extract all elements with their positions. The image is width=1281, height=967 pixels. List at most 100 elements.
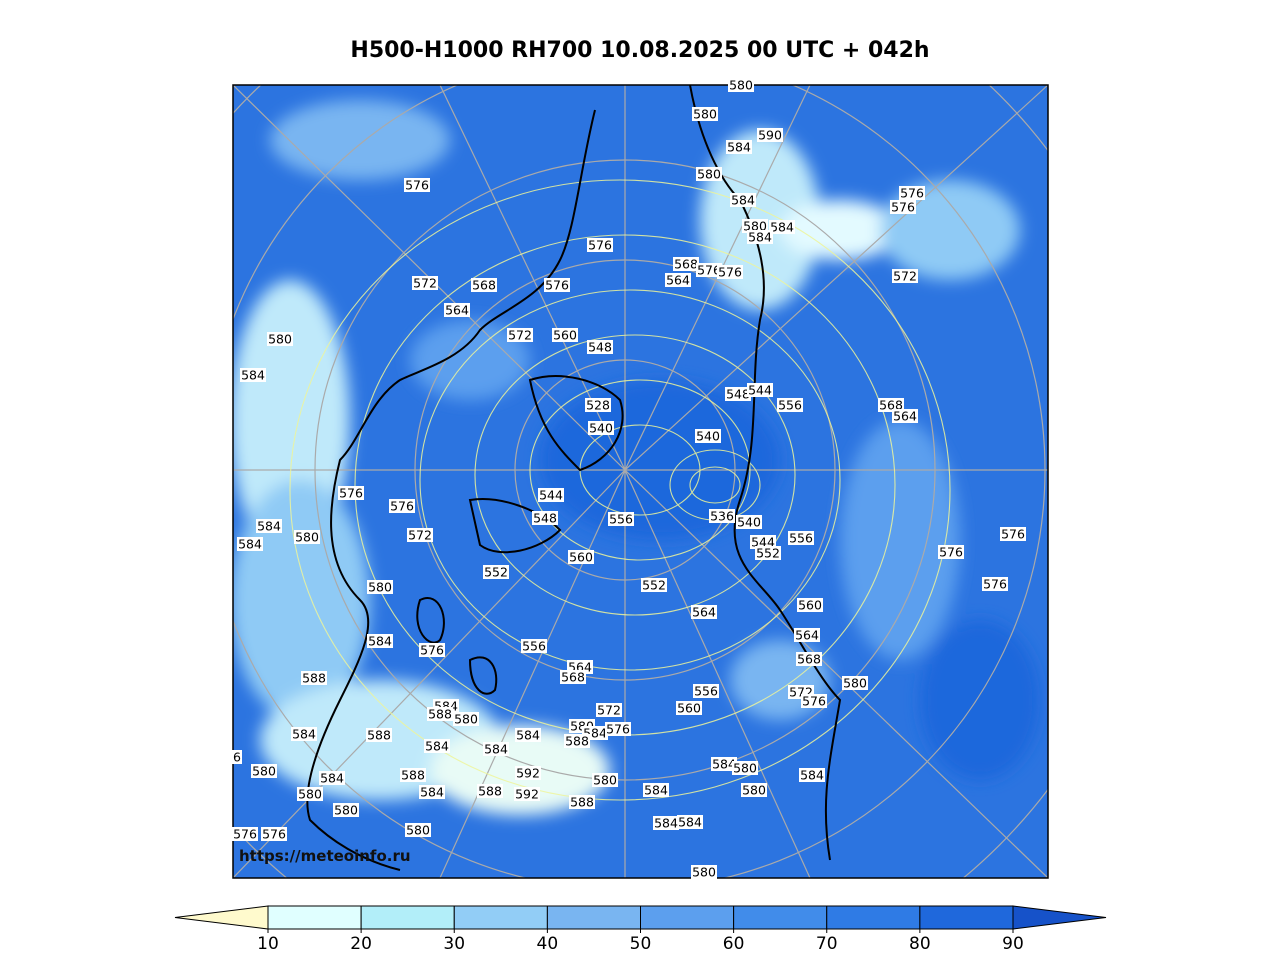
contour-label-box xyxy=(725,387,751,401)
contour-label: 580 xyxy=(295,530,319,545)
contour-label: 584 xyxy=(484,742,508,757)
contour-label: 548 xyxy=(726,387,750,402)
contour-label: 576 xyxy=(606,722,630,737)
contour-label: 568 xyxy=(674,257,698,272)
colorbar-band xyxy=(453,905,548,930)
contour-label-box xyxy=(890,200,916,214)
contour-label-box xyxy=(677,815,703,829)
contour-label: 560 xyxy=(553,328,577,343)
contour-label-box xyxy=(709,509,735,523)
contour-label: 564 xyxy=(445,303,469,318)
colorbar-band xyxy=(826,905,921,930)
contour-label-box xyxy=(400,768,426,782)
colorbar: 10 20 30 40 50 60 70 80 90 xyxy=(174,905,1107,954)
contour-label: 544 xyxy=(539,488,563,503)
colorbar-band xyxy=(546,905,641,930)
contour-label: 556 xyxy=(694,684,718,699)
contour-label-box xyxy=(899,186,925,200)
contour-label: 588 xyxy=(302,671,326,686)
contour-label-box xyxy=(796,652,822,666)
contour-label: 580 xyxy=(692,865,716,880)
contour-label: 588 xyxy=(401,768,425,783)
contour-label: 564 xyxy=(692,605,716,620)
colorbar-over xyxy=(1012,905,1107,930)
contour-label-box xyxy=(1000,527,1026,541)
contour-label-box xyxy=(777,398,803,412)
contour-label: 576 xyxy=(420,643,444,658)
contour-label-box xyxy=(585,398,611,412)
contour-label: 564 xyxy=(666,273,690,288)
contour-label-box xyxy=(588,421,614,435)
contour-label-box xyxy=(453,712,479,726)
contour-label-box xyxy=(878,398,904,412)
colorbar-tick-label: 30 xyxy=(443,934,465,954)
contour-label-box xyxy=(730,193,756,207)
contour-label: 584 xyxy=(516,728,540,743)
colorbar-under xyxy=(174,905,269,930)
contour-label-box xyxy=(256,519,282,533)
contour-label: 6 xyxy=(233,750,241,765)
contour-label: 544 xyxy=(748,383,772,398)
contour-label-box xyxy=(653,816,679,830)
colorbar-tick-label: 80 xyxy=(909,934,931,954)
contour-label: 580 xyxy=(268,332,292,347)
contour-label-box xyxy=(419,643,445,657)
contour-label-box xyxy=(797,598,823,612)
colorbar-band xyxy=(919,905,1014,930)
contour-label-box xyxy=(251,764,277,778)
contour-label-box xyxy=(515,728,541,742)
contour-label: 592 xyxy=(516,766,540,781)
contour-label: 560 xyxy=(798,598,822,613)
contour-label: 588 xyxy=(478,784,502,799)
contour-label: 556 xyxy=(522,639,546,654)
contour-label-box xyxy=(564,734,590,748)
contour-label: 576 xyxy=(697,263,721,278)
contour-label-box xyxy=(471,278,497,292)
contour-label-box xyxy=(892,269,918,283)
contour-label-box xyxy=(676,701,702,715)
contour-label-box xyxy=(444,303,470,317)
contour-label-box xyxy=(232,750,242,764)
contour-label: 580 xyxy=(693,107,717,122)
contour-label: 584 xyxy=(368,634,392,649)
contour-label: 576 xyxy=(233,827,257,842)
contour-label-box xyxy=(696,167,722,181)
contour-label-box xyxy=(301,671,327,685)
contour-label-box xyxy=(801,694,827,708)
contour-label: 580 xyxy=(743,219,767,234)
watermark: https://meteoinfo.ru xyxy=(239,847,411,865)
contour-label-box xyxy=(769,220,795,234)
contour-label: 536 xyxy=(710,509,734,524)
contour-label-box xyxy=(938,545,964,559)
contour-label: 572 xyxy=(893,269,917,284)
contour-label-box xyxy=(515,766,541,780)
contour-label-box xyxy=(892,409,918,423)
contour-label-box xyxy=(424,739,450,753)
contour-label: 572 xyxy=(413,276,437,291)
contour-label-box xyxy=(366,728,392,742)
contour-label-box xyxy=(736,515,762,529)
contour-label-box xyxy=(538,488,564,502)
contour-label: 580 xyxy=(334,803,358,818)
contour-label-box xyxy=(389,499,415,513)
contour-label-box xyxy=(477,784,503,798)
contour-label: 584 xyxy=(712,757,736,772)
contour-label: 584 xyxy=(238,537,262,552)
contour-label-box xyxy=(726,140,752,154)
contour-label-box xyxy=(742,219,768,233)
contour-label-box xyxy=(747,230,773,244)
contour-label-box xyxy=(755,546,781,560)
contour-label: 560 xyxy=(677,701,701,716)
contour-label: 588 xyxy=(565,734,589,749)
colorbar-tick-label: 90 xyxy=(1002,934,1024,954)
contour-label: 576 xyxy=(339,486,363,501)
contour-label-box xyxy=(665,273,691,287)
contour-label-box xyxy=(691,865,717,879)
contour-label-box xyxy=(569,795,595,809)
contour-label-box xyxy=(711,757,737,771)
contour-label-box xyxy=(587,238,613,252)
contour-label: 552 xyxy=(756,546,780,561)
contour-label-box xyxy=(695,429,721,443)
contour-label: 572 xyxy=(408,528,432,543)
